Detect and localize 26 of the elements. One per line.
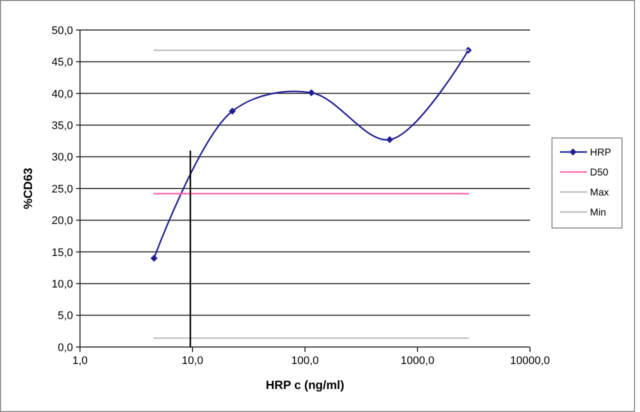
legend-label: Max — [590, 188, 609, 198]
x-tick-label: 1000,0 — [400, 355, 434, 367]
y-tick-label: 20,0 — [52, 215, 73, 228]
legend-label: Min — [590, 208, 606, 218]
x-tick-label: 10,0 — [182, 355, 204, 367]
y-tick-label: 40,0 — [52, 88, 73, 100]
y-tick-label: 25,0 — [52, 183, 73, 196]
point — [228, 108, 236, 115]
legend-label: D50 — [590, 168, 609, 178]
y-tick-label: 5,0 — [58, 310, 73, 322]
y-tick-label: 0,0 — [58, 342, 73, 354]
x-tick-label: 10000,0 — [510, 355, 550, 367]
x-axis-title: HRP c (ng/ml) — [266, 378, 344, 392]
x-tick-label: 100,0 — [291, 355, 319, 367]
y-tick-label: 15,0 — [52, 246, 73, 259]
y-tick-label: 30,0 — [52, 152, 73, 164]
legend-label: HRP — [590, 148, 612, 158]
y-tick-label: 10,0 — [52, 278, 73, 290]
point — [150, 254, 158, 262]
x-tick-label: 1,0 — [72, 355, 88, 367]
point — [386, 136, 394, 144]
y-tick-label: 35,0 — [52, 120, 73, 132]
point — [308, 89, 315, 96]
y-tick-label: 45,0 — [52, 56, 73, 69]
y-axis-title: %CD63 — [21, 168, 35, 210]
y-tick-label: 50,0 — [52, 24, 73, 37]
